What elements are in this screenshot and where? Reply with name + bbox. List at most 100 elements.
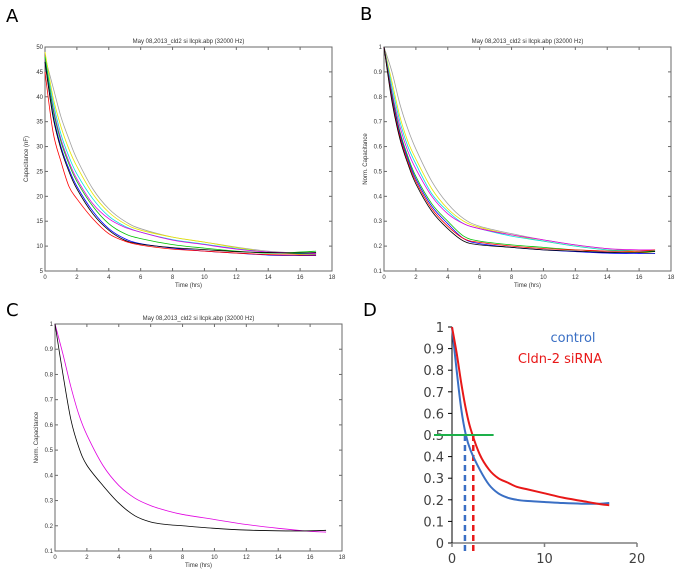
panel-label-c: C [6, 300, 19, 321]
chart-c: May 08,2013_cld2 si llcpk.abp (32000 Hz)… [34, 316, 346, 569]
x-axis-label: Time (hrs) [175, 283, 202, 289]
chart-title: May 08,2013_cld2 si llcpk.abp (32000 Hz) [143, 316, 255, 322]
legend: control Cldn-2 siRNA [518, 331, 602, 367]
y-tick-label: 0.5 [374, 169, 383, 175]
series-line-black [54, 323, 327, 532]
panel-label-b: B [360, 4, 373, 25]
x-tick-label: 4 [446, 275, 450, 281]
y-tick-label: 0.8 [45, 372, 54, 378]
plot-frame [54, 323, 343, 552]
y-axis-label: Norm. Capacitance [363, 133, 369, 185]
plot-frame [383, 46, 672, 272]
y-tick-label: 10 [36, 244, 43, 250]
y-tick-label: 0.4 [374, 194, 383, 200]
y-tick-label: 50 [36, 45, 43, 51]
chart-d: 00.10.20.30.40.50.60.70.80.910 10 20contro… [423, 321, 645, 567]
y-tick-label: 0.5 [423, 429, 444, 444]
x-tick-label: 6 [478, 275, 482, 281]
panel-label-a: A [6, 6, 19, 27]
y-tick-label: 1 [379, 45, 383, 51]
x-tick-label: 20 [629, 552, 646, 567]
y-tick-label: 0.1 [374, 269, 383, 275]
series-line-cyan [44, 56, 317, 255]
y-tick-label: 0.2 [374, 244, 383, 250]
y-tick-label: 0.6 [45, 423, 54, 429]
y-tick-label: 5 [40, 269, 44, 275]
x-tick-label: 2 [414, 275, 418, 281]
x-tick-label: 8 [181, 555, 185, 561]
x-tick-label: 2 [75, 275, 79, 281]
series-line-yellow [383, 46, 656, 254]
series-line-green [44, 56, 317, 254]
y-tick-label: 0.9 [374, 70, 383, 76]
panel-label-d: D [363, 300, 377, 321]
y-tick-label: 1 [50, 322, 54, 328]
x-tick-label: 14 [275, 555, 282, 561]
x-tick-label: 10 [540, 275, 547, 281]
y-tick-label: 1 [436, 321, 444, 336]
series-line-black [383, 46, 656, 253]
series-line-blue [383, 46, 656, 255]
x-tick-label: 14 [265, 275, 272, 281]
series-line-black [44, 61, 317, 254]
series-line-magenta [44, 59, 317, 254]
x-tick-label: 0 [43, 275, 47, 281]
y-tick-label: 0.3 [374, 219, 383, 225]
x-tick-label: 4 [117, 555, 121, 561]
legend-entry-control: control [550, 331, 595, 346]
series-line-blue [44, 61, 317, 257]
x-tick-label: 0 [382, 275, 386, 281]
y-tick-label: 0.7 [374, 120, 383, 126]
y-tick-label: 0.8 [374, 95, 383, 101]
series-line-cldn-2-sirna [451, 326, 610, 507]
y-tick-label: 0.1 [45, 549, 54, 555]
y-tick-label: 0 [436, 537, 444, 552]
legend-entry-cldn2-sirna: Cldn-2 siRNA [518, 352, 602, 367]
y-tick-label: 0.9 [423, 343, 444, 358]
y-tick-label: 0.8 [423, 364, 444, 379]
series-line-magenta [383, 46, 656, 251]
y-tick-label: 0.7 [423, 386, 444, 401]
y-tick-label: 35 [36, 120, 43, 126]
y-tick-label: 15 [36, 219, 43, 225]
y-tick-label: 0.4 [45, 473, 54, 479]
x-tick-label: 12 [233, 275, 240, 281]
y-tick-label: 0.3 [45, 499, 54, 505]
x-axis-label: Time (hrs) [185, 563, 212, 569]
y-tick-label: 0.4 [423, 451, 444, 466]
x-tick-label: 16 [307, 555, 314, 561]
y-tick-label: 20 [36, 194, 43, 200]
x-tick-label: 18 [339, 555, 346, 561]
y-tick-label: 0.3 [423, 472, 444, 487]
x-tick-label: 12 [243, 555, 250, 561]
y-tick-label: 30 [36, 145, 43, 151]
y-tick-label: 0.5 [45, 448, 54, 454]
x-tick-label: 0 [448, 552, 456, 567]
y-axis-label: Capacitance (nF) [24, 136, 30, 182]
chart-a: May 08,2013_cld2 si llcpk.abp (32000 Hz)… [24, 39, 336, 289]
y-tick-label: 45 [36, 70, 43, 76]
y-axis-label: Norm. Capacitance [34, 411, 40, 463]
x-tick-label: 10 [201, 275, 208, 281]
x-tick-label: 12 [572, 275, 579, 281]
x-axis-label: Time (hrs) [514, 283, 541, 289]
x-tick-label: 10 [536, 552, 553, 567]
x-tick-label: 8 [510, 275, 514, 281]
series-line-yellow [44, 51, 317, 255]
series-line-cyan [383, 46, 656, 252]
chart-b: May 08,2013_cld2 si llcpk.abp (32000 Hz)… [363, 39, 675, 289]
x-tick-label: 10 [211, 555, 218, 561]
y-tick-label: 0.6 [374, 145, 383, 151]
y-tick-label: 0.6 [423, 407, 444, 422]
series-line-red [383, 46, 656, 252]
y-tick-label: 0.9 [45, 347, 54, 353]
y-tick-label: 0.7 [45, 398, 54, 404]
series-line-magenta [54, 323, 327, 533]
y-tick-label: 0.1 [423, 515, 444, 530]
series-line-green [383, 46, 656, 252]
x-tick-label: 18 [668, 275, 675, 281]
y-tick-label: 0.2 [423, 494, 444, 509]
series-line-red [44, 71, 317, 256]
x-tick-label: 8 [171, 275, 175, 281]
